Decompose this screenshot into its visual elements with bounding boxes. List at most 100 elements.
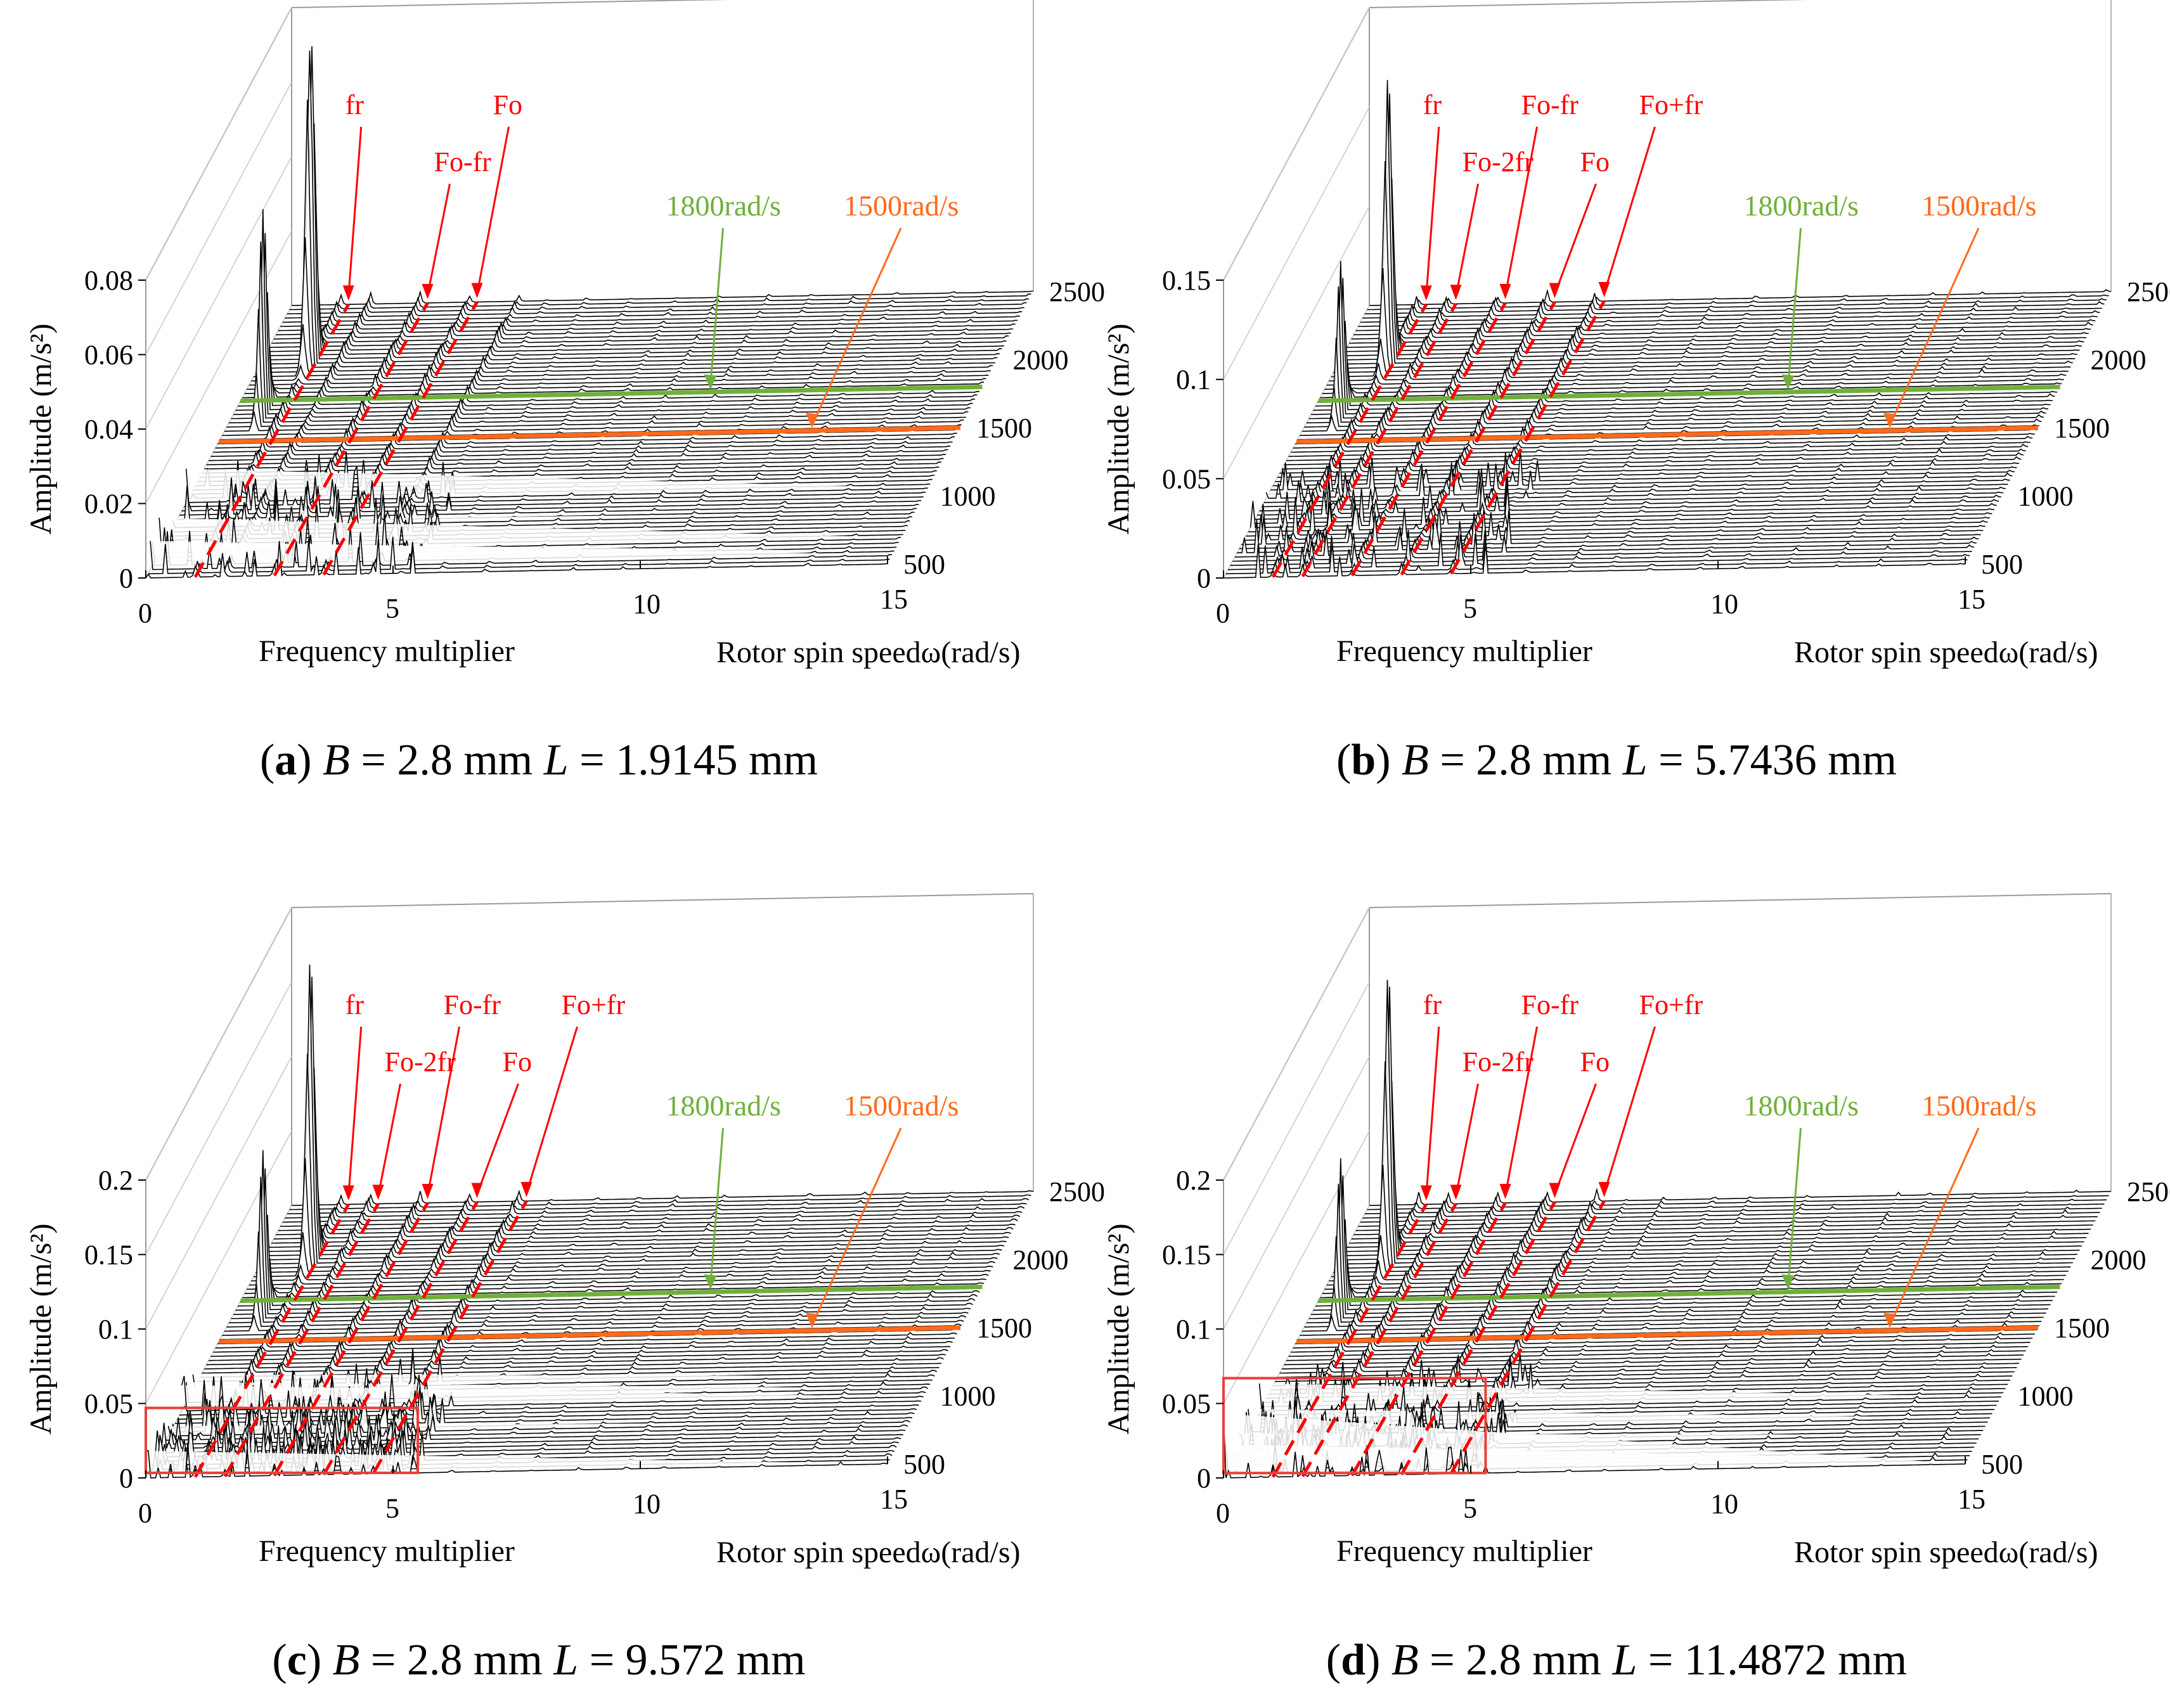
marker-pointer xyxy=(476,1083,519,1195)
caption-c-b-var: B xyxy=(332,1636,360,1685)
marker-line-Fo-fr xyxy=(273,302,429,577)
waterfall-trace xyxy=(273,1223,1016,1240)
x-tick-label: 10 xyxy=(633,1488,661,1519)
waterfall-trace xyxy=(1345,1166,2087,1252)
speed-label-1800: 1800rad/s xyxy=(1744,1089,1859,1122)
waterfall-trace xyxy=(262,46,1004,361)
caption-c: (c) B = 2.8 mm L = 9.572 mm xyxy=(272,1636,806,1685)
waterfall-trace xyxy=(1326,368,2069,386)
marker-pointer xyxy=(377,1083,401,1197)
marker-label-Fo+fr: Fo+fr xyxy=(1639,89,1703,120)
panel-c-traces xyxy=(145,964,1034,1479)
waterfall-trace xyxy=(1320,380,2062,399)
marker-line-Fo-2fr xyxy=(1301,303,1457,577)
waterfall-trace xyxy=(1367,1195,2109,1210)
caption-d: (d) B = 2.8 mm L = 11.4872 mm xyxy=(1326,1636,1908,1685)
marker-pointer xyxy=(1554,183,1597,295)
y-tick-label: 2000 xyxy=(2091,345,2147,376)
z-tick-label: 0.15 xyxy=(84,1240,133,1271)
z-tick-label: 0.06 xyxy=(84,340,133,371)
waterfall-trace xyxy=(1234,521,1977,558)
caption-b-b-text: = 2.8 mm xyxy=(1440,736,1612,785)
caption-a-tag: a xyxy=(274,736,297,785)
waterfall-trace xyxy=(215,432,957,449)
marker-label-fr: fr xyxy=(1423,989,1442,1020)
marker-pointer xyxy=(347,1026,363,1197)
z-tick-label: 0.15 xyxy=(1162,265,1211,296)
marker-label-Fo+fr: Fo+fr xyxy=(1639,989,1703,1020)
marker-label-Fo-fr: Fo-fr xyxy=(1521,89,1579,120)
waterfall-trace xyxy=(244,378,986,394)
y-tick-label: 2500 xyxy=(2127,1176,2170,1207)
speed-label-1500: 1500rad/s xyxy=(844,1089,959,1122)
y-tick-label: 1000 xyxy=(2018,481,2074,512)
back-wall-top-edge xyxy=(291,893,1034,908)
z-tick-label: 0 xyxy=(119,1463,133,1494)
speed-label-1800: 1800rad/s xyxy=(1744,189,1859,222)
y-tick-label: 1500 xyxy=(976,1313,1032,1344)
left-wall-gridline xyxy=(1223,205,1370,479)
waterfall-trace xyxy=(1291,435,2033,453)
z-tick-label: 0.1 xyxy=(1176,364,1211,395)
waterfall-trace xyxy=(224,411,966,432)
highlight-box xyxy=(1222,1377,1487,1475)
waterfall-trace xyxy=(1355,315,2098,331)
left-wall-gridline xyxy=(1223,1056,1370,1330)
marker-line-Fo xyxy=(322,1201,479,1475)
marker-arrowhead xyxy=(1450,285,1462,300)
speed-line-arrowhead xyxy=(704,374,717,390)
y-tick-label: 2500 xyxy=(2127,276,2170,307)
marker-line-fr xyxy=(1271,304,1428,578)
z-axis-label: Amplitude (m/s²) xyxy=(24,323,58,534)
z-tick-label: 0.2 xyxy=(98,1165,133,1196)
waterfall-trace xyxy=(280,1211,1023,1227)
left-wall-gridline xyxy=(145,907,292,1181)
waterfall-trace xyxy=(269,1211,1011,1248)
marker-pointer xyxy=(526,1026,578,1194)
waterfall-trace xyxy=(1345,272,2087,352)
y-tick-label: 2000 xyxy=(1013,1245,1069,1276)
marker-line-Fo-fr xyxy=(273,1202,429,1477)
waterfall-trace xyxy=(1257,479,1999,516)
waterfall-trace xyxy=(226,1283,969,1328)
waterfall-trace xyxy=(1362,300,2105,319)
speed-line-pointer xyxy=(1787,1127,1802,1287)
marker-pointer xyxy=(427,1026,460,1196)
marker-arrowhead xyxy=(1450,1185,1462,1200)
waterfall-trace xyxy=(233,1150,976,1315)
y-axis-label: Rotor spin speedω(rad/s) xyxy=(1794,636,2098,669)
x-tick-label: 10 xyxy=(633,588,661,619)
speed-line-pointer xyxy=(1787,228,1802,387)
speed-line-1500 xyxy=(218,1325,961,1344)
marker-arrowhead xyxy=(1420,1185,1432,1201)
waterfall-trace xyxy=(238,1214,980,1307)
y-tick-label: 1500 xyxy=(2054,413,2110,444)
z-tick-label: 0 xyxy=(1197,563,1211,594)
waterfall-trace xyxy=(244,1278,986,1294)
waterfall-trace xyxy=(1353,1217,2096,1236)
marker-label-Fo: Fo xyxy=(1580,146,1610,177)
marker-label-Fo-2fr: Fo-2fr xyxy=(1463,146,1534,177)
z-tick-label: 0.1 xyxy=(1176,1314,1211,1345)
caption-c-l-text: = 9.572 mm xyxy=(589,1636,806,1685)
marker-line-Fo-fr xyxy=(1350,1202,1507,1477)
marker-pointer xyxy=(1455,183,1479,297)
waterfall-trace xyxy=(1358,1209,2100,1227)
z-tick-label: 0.05 xyxy=(1162,463,1211,494)
speed-line-arrowhead xyxy=(1883,413,1896,428)
waterfall-trace xyxy=(1315,321,2058,407)
speed-line-arrowhead xyxy=(1883,1313,1896,1328)
marker-arrowhead xyxy=(342,1185,354,1201)
marker-line-Fo+fr xyxy=(371,1200,528,1475)
caption-c-tag: c xyxy=(287,1636,307,1685)
marker-line-Fo xyxy=(322,301,479,575)
waterfall-trace xyxy=(264,1067,1007,1257)
caption-d-b-text: = 2.8 mm xyxy=(1430,1636,1601,1685)
caption-b-l-text: = 5.7436 mm xyxy=(1658,736,1897,785)
marker-pointer xyxy=(1504,126,1538,296)
x-tick-label: 0 xyxy=(138,598,152,629)
y-axis-label: Rotor spin speedω(rad/s) xyxy=(716,636,1021,669)
y-tick-label: 1000 xyxy=(940,481,996,512)
waterfall-trace xyxy=(1369,1187,2112,1206)
waterfall-trace xyxy=(249,1269,991,1286)
